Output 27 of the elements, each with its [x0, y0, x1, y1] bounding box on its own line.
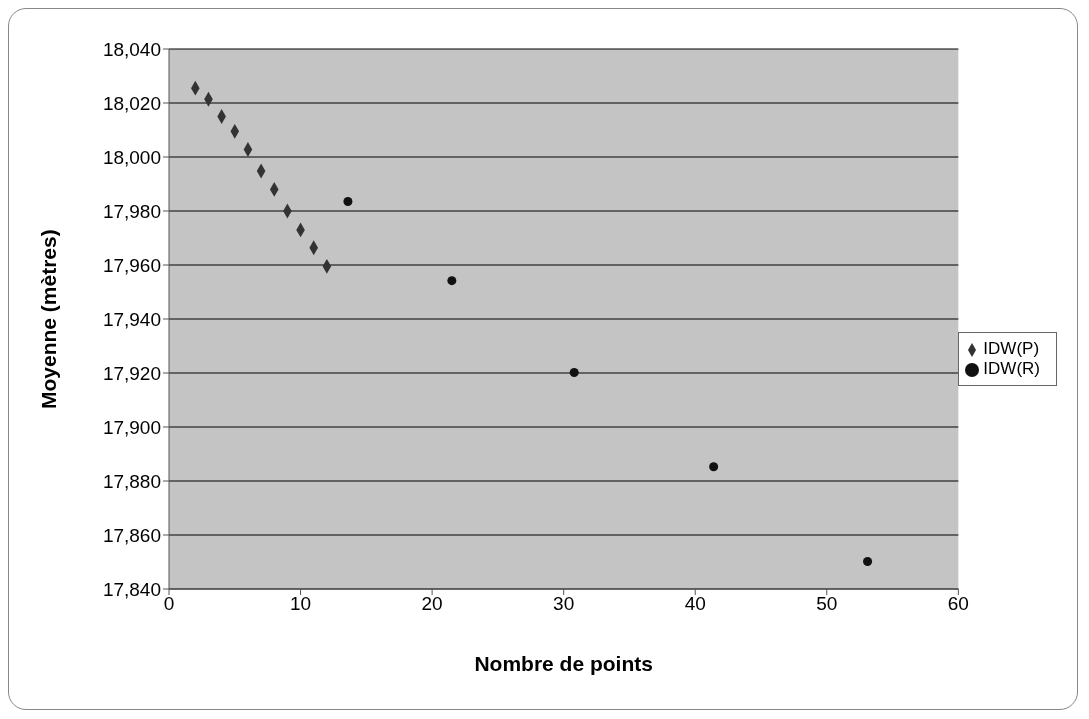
x-axis-title: Nombre de points [474, 652, 653, 675]
point [343, 197, 353, 207]
legend-label: IDW(R) [983, 359, 1040, 378]
y-tick-label: 17,860 [102, 524, 161, 546]
x-tick-label: 0 [163, 593, 175, 615]
x-tick-label: 60 [947, 593, 969, 615]
point [709, 462, 719, 472]
x-tick-label: 20 [421, 593, 443, 615]
y-tick-label: 17,900 [102, 416, 161, 438]
y-axis-title: Moyenne (mètres) [37, 229, 61, 409]
y-tick-label: 17,920 [102, 362, 161, 384]
x-tick-label: 30 [553, 593, 575, 615]
y-tick-label: 17,880 [102, 470, 161, 492]
point [447, 276, 457, 286]
point [863, 556, 873, 566]
y-tick-label: 18,040 [102, 38, 161, 60]
y-tick-label: 18,020 [102, 92, 161, 114]
x-tick-label: 10 [289, 593, 312, 615]
legend-label: IDW(P) [983, 339, 1040, 358]
y-tick-label: 17,960 [102, 254, 161, 276]
point [569, 367, 579, 377]
x-tick-label: 50 [816, 593, 838, 615]
x-tick-label: 40 [684, 593, 706, 615]
y-tick-label: 17,980 [102, 200, 161, 222]
y-tick-label: 17,940 [102, 308, 161, 330]
y-tick-label: 18,000 [102, 146, 161, 168]
y-tick-label: 17,840 [102, 578, 161, 600]
